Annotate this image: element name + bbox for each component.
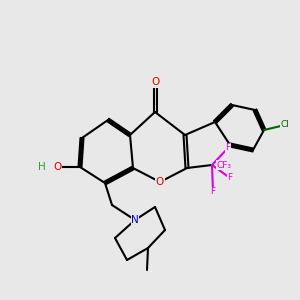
Text: Cl: Cl bbox=[280, 121, 290, 130]
Text: CF₃: CF₃ bbox=[217, 160, 232, 169]
Text: H: H bbox=[38, 162, 46, 172]
Text: F: F bbox=[210, 188, 216, 196]
Text: F: F bbox=[225, 143, 231, 152]
Text: F: F bbox=[227, 173, 232, 182]
Text: N: N bbox=[131, 215, 139, 225]
Text: O: O bbox=[156, 177, 164, 187]
Text: O: O bbox=[151, 77, 159, 87]
Text: O: O bbox=[53, 162, 61, 172]
